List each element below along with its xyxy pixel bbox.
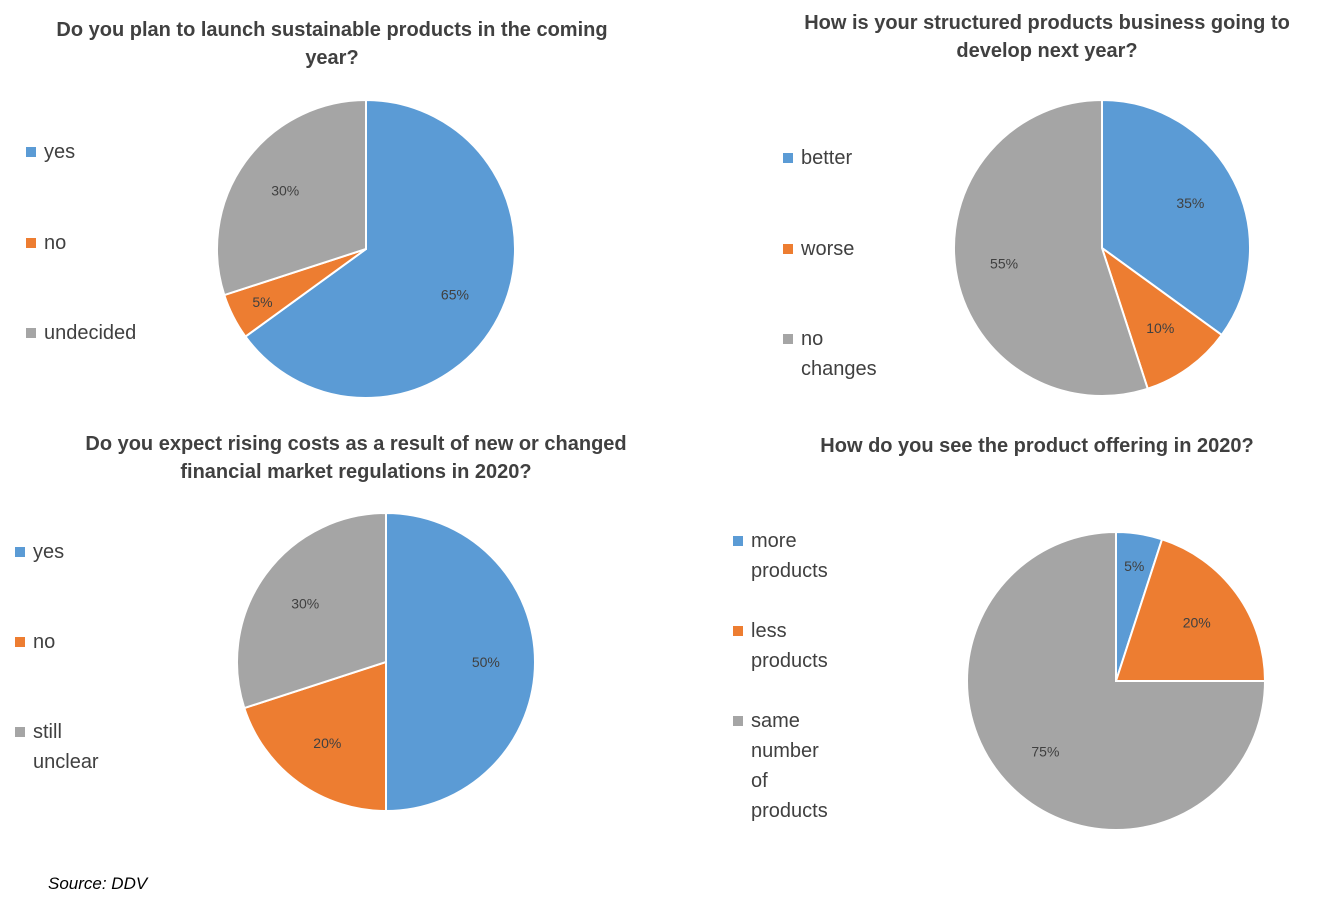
legend-swatch	[15, 637, 25, 647]
pie-slice	[953, 98, 1149, 397]
legend-label: no	[33, 631, 56, 653]
chart-title: Do you expect rising costs as a result o…	[85, 433, 627, 483]
data-label: 10%	[1146, 320, 1174, 336]
legend-swatch	[15, 547, 25, 557]
legend-item: more products	[733, 526, 828, 586]
legend-item: yes	[15, 537, 64, 567]
legend-label: no	[44, 232, 67, 254]
data-label: 30%	[271, 182, 299, 198]
data-label: 50%	[472, 654, 500, 670]
data-label: 5%	[1124, 558, 1144, 574]
legend-swatch	[26, 238, 36, 248]
legend-item: no changes	[783, 324, 877, 384]
pie-slice	[236, 511, 387, 710]
legend-swatch	[733, 716, 743, 726]
legend-swatch	[26, 147, 36, 157]
data-label: 55%	[990, 256, 1018, 272]
legend-swatch	[733, 626, 743, 636]
pie-slice	[1114, 538, 1267, 682]
data-label: 5%	[252, 294, 272, 310]
legend-label: undecided	[44, 322, 137, 344]
legend-swatch	[783, 334, 793, 344]
pie-slice	[216, 98, 367, 297]
pie-slice	[385, 511, 536, 813]
legend-swatch	[733, 536, 743, 546]
legend-label: worse	[801, 238, 855, 260]
legend-item: no	[26, 228, 66, 258]
legend-swatch	[783, 244, 793, 254]
legend-label: still unclear	[33, 721, 99, 773]
chart-title: How is your structured products business…	[804, 12, 1290, 62]
chart-title: Do you plan to launch sustainable produc…	[56, 19, 608, 69]
legend-item: less products	[733, 616, 828, 676]
legend-swatch	[15, 727, 25, 737]
legend-item: worse	[783, 234, 854, 264]
legend-item: yes	[26, 137, 75, 167]
source-note: Source: DDV	[48, 874, 148, 893]
data-label: 75%	[1031, 744, 1059, 760]
chart-title: How do you see the product offering in 2…	[820, 435, 1254, 457]
legend-label: better	[801, 147, 853, 169]
data-label: 30%	[291, 595, 319, 611]
data-label: 65%	[441, 286, 469, 302]
legend-item: same number of products	[733, 706, 828, 826]
legend-label: same number of products	[751, 710, 828, 822]
pie-slice	[1101, 98, 1251, 337]
pie-slice	[966, 530, 1267, 831]
legend-label: less products	[751, 620, 828, 672]
data-label: 20%	[1183, 614, 1211, 630]
data-label: 20%	[313, 735, 341, 751]
legend-swatch	[26, 328, 36, 338]
pie-slice	[244, 98, 516, 399]
legend-item: better	[783, 143, 852, 173]
legend-item: undecided	[26, 318, 136, 348]
legend-item: no	[15, 627, 55, 657]
pie-slice	[243, 660, 387, 813]
legend-label: no changes	[801, 328, 877, 380]
legend-swatch	[783, 153, 793, 163]
data-label: 35%	[1176, 195, 1204, 211]
legend-item: still unclear	[15, 717, 99, 777]
pie-slice	[1100, 245, 1224, 391]
legend-label: yes	[33, 541, 65, 563]
legend-label: more products	[751, 530, 828, 582]
legend-label: yes	[44, 141, 76, 163]
